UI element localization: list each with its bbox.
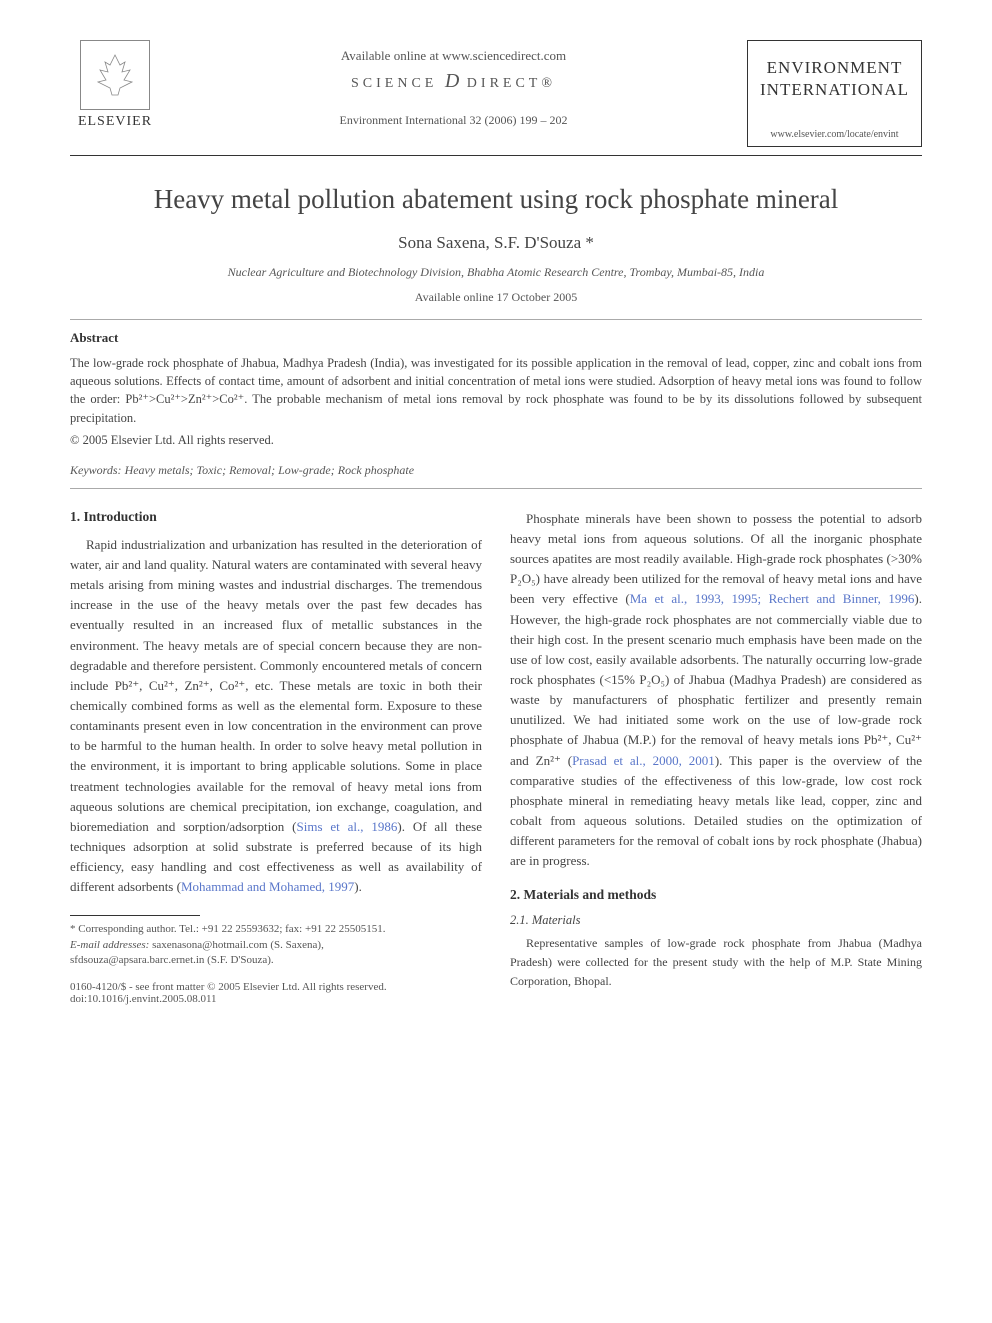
journal-cover-box: ENVIRONMENT INTERNATIONAL www.elsevier.c… — [747, 40, 922, 147]
section-2-1-heading: 2.1. Materials — [510, 913, 922, 928]
left-column: 1. Introduction Rapid industrialization … — [70, 509, 482, 1005]
article-title: Heavy metal pollution abatement using ro… — [70, 184, 922, 215]
intro-p2-b: ). However, the high-grade rock phosphat… — [510, 591, 922, 767]
intro-paragraph-1: Rapid industrialization and urbanization… — [70, 535, 482, 898]
email-line-1: E-mail addresses: saxenasona@hotmail.com… — [70, 938, 482, 953]
intro-paragraph-2: Phosphate minerals have been shown to po… — [510, 509, 922, 872]
author-list: Sona Saxena, S.F. D'Souza * — [70, 233, 922, 253]
footnote-rule — [70, 915, 200, 916]
intro-p1-a: Rapid industrialization and urbanization… — [70, 537, 482, 834]
section-2-heading: 2. Materials and methods — [510, 887, 922, 903]
abstract-top-rule — [70, 319, 922, 320]
sd-text-1: SCIENCE — [351, 76, 437, 91]
materials-paragraph: Representative samples of low-grade rock… — [510, 934, 922, 990]
email-line-2: sfdsouza@apsara.barc.ernet.in (S.F. D'So… — [70, 953, 482, 968]
header-rule — [70, 155, 922, 156]
citation-sims[interactable]: Sims et al., 1986 — [297, 819, 398, 834]
corresponding-author-note: * Corresponding author. Tel.: +91 22 255… — [70, 922, 482, 968]
citation-prasad[interactable]: Prasad et al., 2000, 2001 — [572, 753, 715, 768]
journal-name-2: INTERNATIONAL — [756, 79, 913, 101]
journal-reference: Environment International 32 (2006) 199 … — [160, 113, 747, 128]
keywords-values: Heavy metals; Toxic; Removal; Low-grade;… — [122, 463, 414, 477]
right-column: Phosphate minerals have been shown to po… — [510, 509, 922, 1005]
abstract-paragraph: The low-grade rock phosphate of Jhabua, … — [70, 354, 922, 427]
email-1: saxenasona@hotmail.com (S. Saxena), — [149, 939, 323, 951]
sd-at-icon: d — [445, 70, 459, 92]
abstract-body: The low-grade rock phosphate of Jhabua, … — [70, 354, 922, 449]
affiliation: Nuclear Agriculture and Biotechnology Di… — [70, 265, 922, 280]
corr-author-line: * Corresponding author. Tel.: +91 22 255… — [70, 922, 482, 937]
intro-p1-c: ). — [354, 879, 362, 894]
citation-mohammad[interactable]: Mohammad and Mohamed, 1997 — [181, 879, 354, 894]
keywords-line: Keywords: Heavy metals; Toxic; Removal; … — [70, 463, 922, 478]
citation-ma[interactable]: Ma et al., 1993, 1995; Rechert and Binne… — [630, 591, 915, 606]
publisher-name: ELSEVIER — [78, 114, 152, 130]
sd-text-2: DIRECT® — [467, 76, 556, 91]
doi-block: 0160-4120/$ - see front matter © 2005 El… — [70, 981, 482, 1005]
email-label: E-mail addresses: — [70, 939, 149, 951]
available-online-text: Available online at www.sciencedirect.co… — [160, 48, 747, 64]
journal-url: www.elsevier.com/locate/envint — [756, 129, 913, 140]
issn-line: 0160-4120/$ - see front matter © 2005 El… — [70, 981, 482, 993]
abstract-copyright: © 2005 Elsevier Ltd. All rights reserved… — [70, 431, 922, 449]
elsevier-tree-icon — [80, 40, 150, 110]
abstract-bottom-rule — [70, 488, 922, 489]
sciencedirect-logo: SCIENCE d DIRECT® — [160, 70, 747, 93]
abstract-heading: Abstract — [70, 330, 922, 346]
header-center: Available online at www.sciencedirect.co… — [160, 40, 747, 128]
journal-name-1: ENVIRONMENT — [756, 57, 913, 79]
section-1-heading: 1. Introduction — [70, 509, 482, 525]
body-columns: 1. Introduction Rapid industrialization … — [70, 509, 922, 1005]
page-header: ELSEVIER Available online at www.science… — [70, 40, 922, 147]
intro-p2-c: ). This paper is the overview of the com… — [510, 753, 922, 869]
publisher-logo-block: ELSEVIER — [70, 40, 160, 130]
keywords-label: Keywords: — [70, 463, 122, 477]
available-date: Available online 17 October 2005 — [70, 290, 922, 305]
doi-value: doi:10.1016/j.envint.2005.08.011 — [70, 993, 482, 1005]
